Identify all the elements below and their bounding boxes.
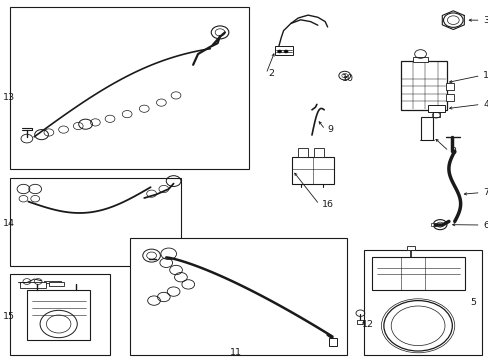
Bar: [10, 7, 249, 169]
Text: 9: 9: [327, 125, 333, 134]
Bar: [298, 148, 307, 157]
Bar: [49, 282, 63, 286]
Text: 6: 6: [482, 220, 488, 230]
Bar: [20, 282, 46, 288]
Bar: [328, 338, 337, 346]
Bar: [27, 290, 90, 340]
Circle shape: [277, 50, 281, 53]
Bar: [400, 61, 447, 110]
Text: 10: 10: [342, 74, 354, 83]
Text: 2: 2: [267, 69, 273, 78]
Circle shape: [284, 50, 287, 53]
Bar: [364, 250, 481, 355]
Text: 5: 5: [470, 298, 476, 307]
Text: 11: 11: [229, 348, 242, 356]
Text: 16: 16: [321, 200, 333, 209]
Text: 7: 7: [482, 188, 488, 197]
Bar: [129, 238, 346, 355]
Bar: [446, 83, 453, 90]
Bar: [274, 46, 293, 55]
Bar: [446, 94, 453, 101]
Text: 13: 13: [2, 93, 15, 102]
Text: 14: 14: [2, 219, 15, 228]
Bar: [313, 148, 323, 157]
Bar: [292, 157, 333, 184]
Text: 12: 12: [361, 320, 373, 329]
Bar: [357, 320, 363, 324]
Bar: [420, 117, 432, 140]
Bar: [371, 257, 464, 290]
Text: 4: 4: [482, 100, 488, 109]
Bar: [427, 105, 444, 112]
Bar: [407, 246, 414, 250]
Text: 15: 15: [2, 312, 15, 321]
Text: 8: 8: [449, 147, 455, 156]
Bar: [10, 274, 110, 355]
Text: 1: 1: [482, 71, 488, 80]
Bar: [412, 57, 427, 62]
Bar: [10, 178, 181, 266]
Bar: [430, 223, 435, 226]
Text: 3: 3: [482, 15, 488, 24]
